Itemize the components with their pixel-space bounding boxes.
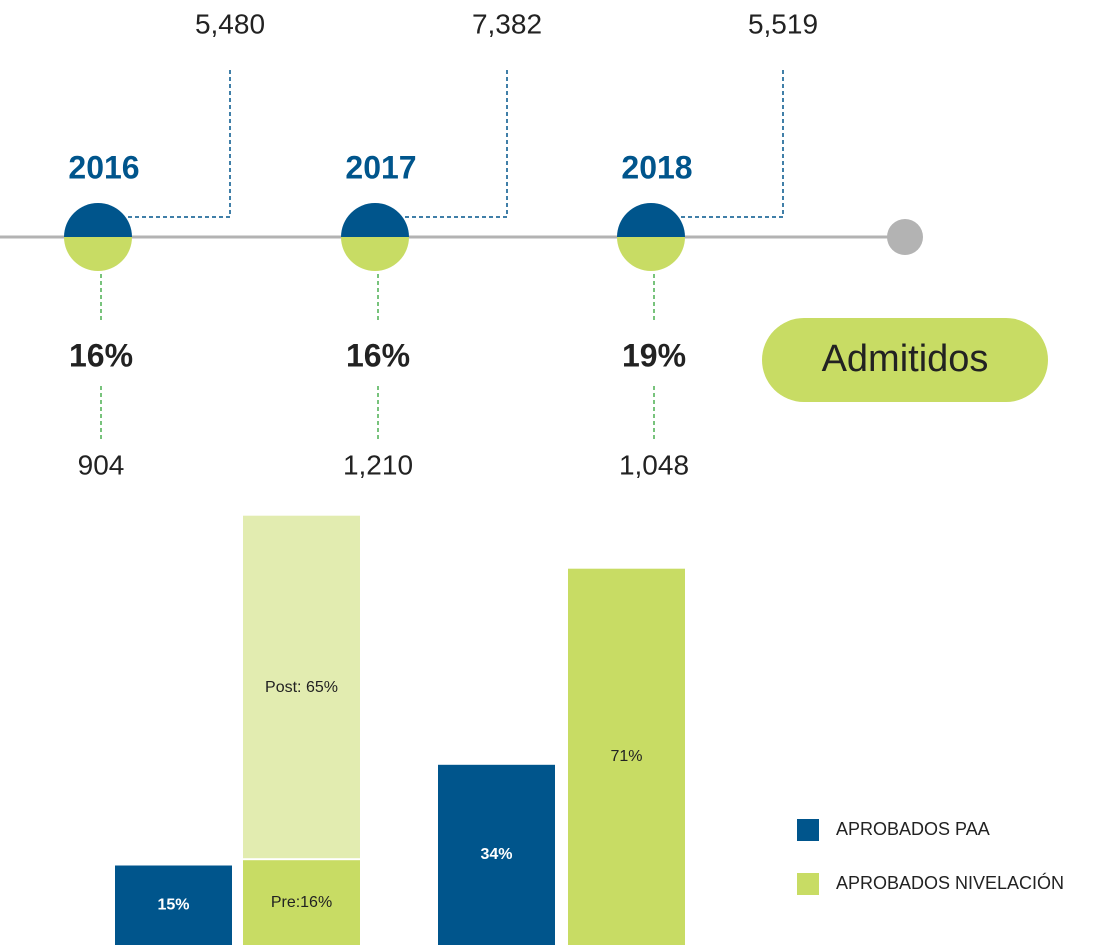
bar-label: Post: 65% (265, 679, 338, 696)
connector (405, 68, 508, 218)
top-value: 7,382 (472, 8, 542, 39)
legend-swatch (797, 873, 819, 895)
label-pill (762, 318, 1048, 402)
bar (438, 764, 555, 945)
node-bottom (64, 237, 132, 271)
bar (568, 568, 685, 945)
bar-label: 15% (157, 896, 189, 913)
legend-label: APROBADOS PAA (836, 819, 990, 839)
node-top (64, 203, 132, 237)
node-top (341, 203, 409, 237)
percent: 16% (346, 337, 410, 373)
legend-label: APROBADOS NIVELACIÓN (836, 872, 1064, 893)
connector (128, 68, 231, 218)
connector (681, 68, 784, 218)
bottom-value: 1,210 (343, 449, 413, 480)
bar-label: Pre:16% (271, 894, 332, 911)
pill-label: Admitidos (822, 338, 989, 380)
top-value: 5,519 (748, 8, 818, 39)
bar (243, 860, 360, 945)
year: 2017 (345, 149, 416, 185)
top-value: 5,480 (195, 8, 265, 39)
bottom-value: 1,048 (619, 449, 689, 480)
timeline-end (887, 219, 923, 255)
year: 2018 (621, 149, 692, 185)
bottom-value: 904 (78, 449, 125, 480)
percent: 19% (622, 337, 686, 373)
bar-label: 71% (610, 748, 642, 765)
bar (115, 865, 232, 945)
percent: 16% (69, 337, 133, 373)
year: 2016 (68, 149, 139, 185)
node-bottom (617, 237, 685, 271)
node-top (617, 203, 685, 237)
node-bottom (341, 237, 409, 271)
bar (243, 515, 360, 859)
bar-label: 34% (480, 846, 512, 863)
legend-swatch (797, 819, 819, 841)
